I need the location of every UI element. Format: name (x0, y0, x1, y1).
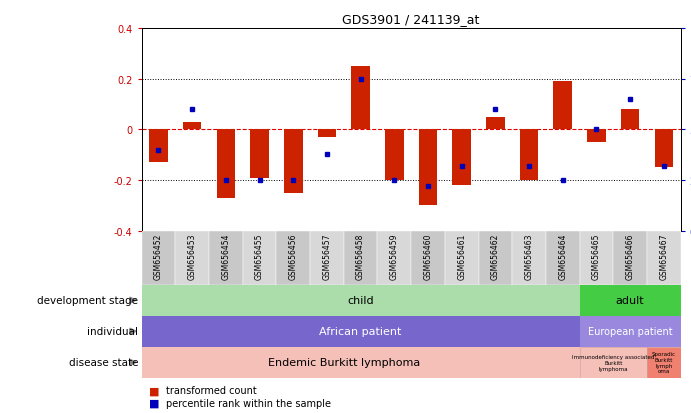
Bar (318, 130, 337, 138)
Bar (216, 130, 235, 198)
Bar (209, 231, 243, 285)
Text: GSM656463: GSM656463 (524, 233, 533, 279)
Text: individual: individual (87, 326, 138, 337)
Bar (419, 130, 437, 206)
Text: GSM656467: GSM656467 (659, 233, 668, 279)
Text: percentile rank within the sample: percentile rank within the sample (166, 398, 331, 408)
Bar (445, 231, 478, 285)
Text: disease state: disease state (68, 357, 138, 368)
Bar (183, 123, 202, 130)
Bar (614, 231, 647, 285)
Text: European patient: European patient (588, 326, 672, 337)
Text: GSM656457: GSM656457 (323, 233, 332, 279)
Bar (149, 130, 168, 163)
Bar (250, 130, 269, 178)
Text: Sporadic
Burkitt
lymph
oma: Sporadic Burkitt lymph oma (652, 351, 676, 374)
Text: GSM656452: GSM656452 (154, 233, 163, 279)
Bar (654, 130, 673, 168)
Bar (580, 285, 691, 316)
Text: transformed count: transformed count (166, 385, 256, 395)
Bar (344, 231, 377, 285)
Bar (546, 231, 580, 285)
Text: GSM656464: GSM656464 (558, 233, 567, 279)
Bar (142, 285, 580, 316)
Bar (512, 231, 546, 285)
Bar (621, 110, 639, 130)
Bar (243, 231, 276, 285)
Text: African patient: African patient (319, 326, 401, 337)
Text: GSM656453: GSM656453 (188, 233, 197, 279)
Bar (411, 231, 445, 285)
Bar (478, 231, 512, 285)
Bar (486, 117, 504, 130)
Text: ■: ■ (149, 385, 159, 395)
Bar (176, 231, 209, 285)
Text: adult: adult (616, 295, 645, 306)
Text: GSM656459: GSM656459 (390, 233, 399, 279)
Bar (142, 347, 580, 378)
Text: Immunodeficiency associated
Burkitt
lymphoma: Immunodeficiency associated Burkitt lymp… (572, 354, 654, 371)
Bar (587, 130, 606, 143)
Text: GSM656454: GSM656454 (221, 233, 230, 279)
Text: ■: ■ (149, 398, 159, 408)
Bar (580, 231, 614, 285)
Text: GSM656465: GSM656465 (592, 233, 601, 279)
Bar (580, 347, 647, 378)
Bar (142, 231, 176, 285)
Title: GDS3901 / 241139_at: GDS3901 / 241139_at (343, 13, 480, 26)
Bar (647, 347, 681, 378)
Bar (520, 130, 538, 180)
Bar (553, 82, 572, 130)
Text: GSM656466: GSM656466 (625, 233, 634, 279)
Text: child: child (348, 295, 374, 306)
Text: GSM656460: GSM656460 (424, 233, 433, 279)
Text: GSM656462: GSM656462 (491, 233, 500, 279)
Bar (647, 231, 681, 285)
Bar (580, 316, 691, 347)
Bar (310, 231, 344, 285)
Text: GSM656458: GSM656458 (356, 233, 365, 279)
Bar (276, 231, 310, 285)
Text: GSM656455: GSM656455 (255, 233, 264, 279)
Bar (377, 231, 411, 285)
Bar (453, 130, 471, 186)
Bar (385, 130, 404, 180)
Text: GSM656456: GSM656456 (289, 233, 298, 279)
Text: Endemic Burkitt lymphoma: Endemic Burkitt lymphoma (267, 357, 420, 368)
Bar (142, 316, 580, 347)
Text: development stage: development stage (37, 295, 138, 306)
Bar (351, 67, 370, 130)
Text: GSM656461: GSM656461 (457, 233, 466, 279)
Bar (284, 130, 303, 193)
